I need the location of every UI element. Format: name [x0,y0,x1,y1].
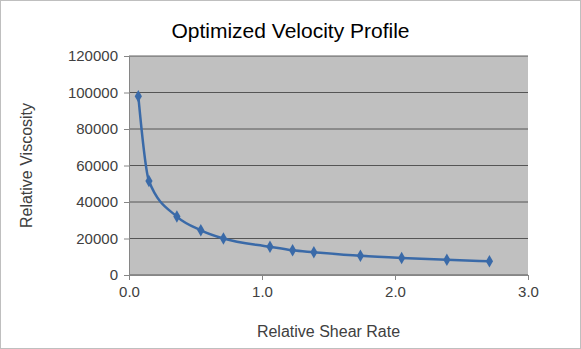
tick: 80000 [76,120,129,137]
series [135,90,493,268]
tick-mark [528,275,529,280]
plot: 0.0 1.0 2.0 3.0 0 20000 40000 60000 80000 100000 1… [68,47,539,299]
tick-mark [124,275,129,276]
tick: 60000 [76,157,129,174]
marker [443,254,450,266]
grid-line [129,92,528,93]
chart: 0.0 1.0 2.0 3.0 0 20000 40000 60000 80000 100000 1… [0,0,581,349]
title: Optimized Velocity Profile [171,19,409,42]
tick-label: 120000 [68,47,118,64]
tick-mark [262,275,263,280]
grid-line [129,165,528,166]
marker [357,250,364,262]
tick-label: 100000 [68,84,118,101]
tick: 0.0 [119,275,140,300]
y-axis-title: Relative Viscosity [18,103,35,228]
tick-mark [395,275,396,280]
tick-label: 60000 [76,157,118,174]
tick: 40000 [76,193,129,210]
x-axis: 0.0 1.0 2.0 3.0 [119,275,539,300]
y-axis: 0 20000 40000 60000 80000 100000 120000 [68,47,130,283]
tick-mark [124,93,129,94]
tick-label: 20000 [76,230,118,247]
x-axis-title: Relative Shear Rate [257,323,400,340]
tick-mark [124,166,129,167]
tick: 100000 [68,84,129,101]
tick-label: 2.0 [385,283,406,300]
plot-background [129,56,528,275]
axis-line [130,276,529,281]
marker [135,90,142,102]
grid [129,56,528,275]
tick-label: 1.0 [252,283,273,300]
marker [145,175,152,187]
tick-mark [124,56,129,57]
marker [398,252,405,264]
axis-line [124,57,130,276]
grid-line [129,129,528,130]
marker [486,255,493,267]
tick-label: 80000 [76,120,118,137]
marker [197,224,204,236]
tick-mark [124,129,129,130]
tick: 2.0 [385,275,406,300]
tick: 0 [110,266,129,283]
chart-border [1,1,581,349]
marker [310,246,317,258]
line [138,96,489,261]
grid-line [129,238,528,239]
marker [266,240,273,252]
tick-mark [124,239,129,240]
tick-label: 40000 [76,193,118,210]
tick: 3.0 [518,275,539,300]
tick: 120000 [68,47,129,64]
tick-label: 3.0 [518,283,539,300]
tick-label: 0 [110,266,118,283]
tick: 20000 [76,230,129,247]
tick-mark [124,202,129,203]
grid-line [129,202,528,203]
marker [289,244,296,256]
tick: 1.0 [252,275,273,300]
marker [220,232,227,244]
grid-line [129,56,528,57]
tick-label: 0.0 [119,283,140,300]
marker [173,210,180,222]
